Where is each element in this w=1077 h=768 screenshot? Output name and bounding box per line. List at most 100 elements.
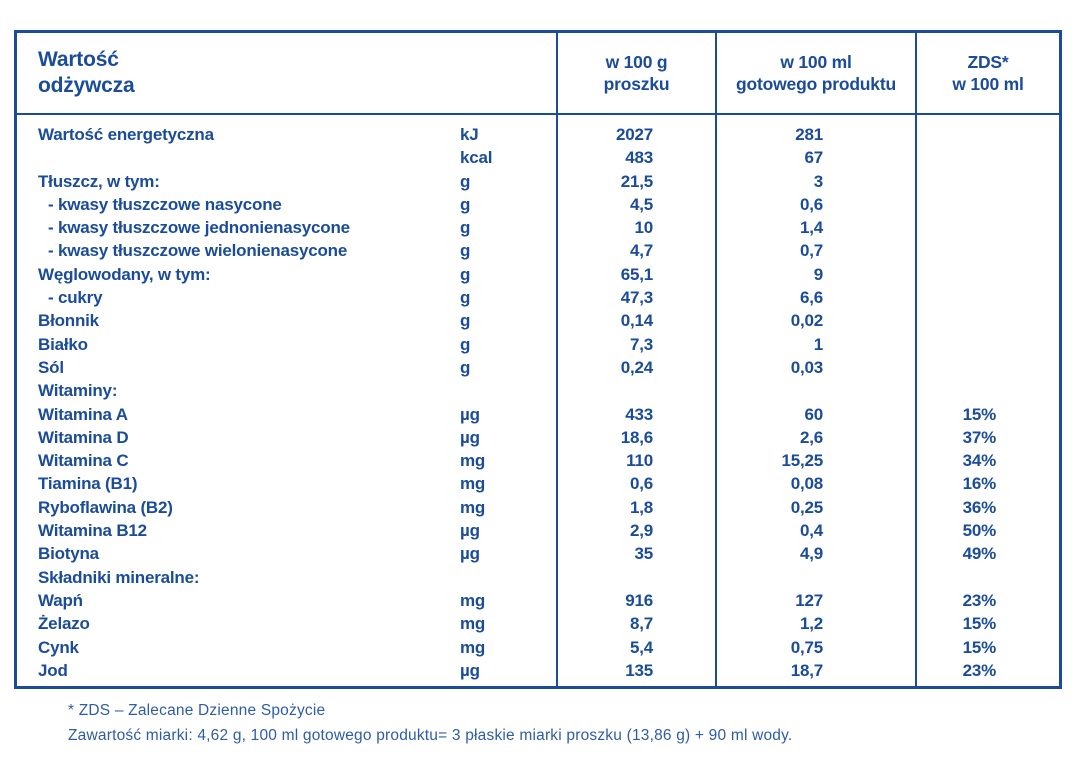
- nutrient-name: Jod: [38, 660, 68, 680]
- value-zds: 16%: [962, 474, 997, 494]
- nutrient-unit: µg: [460, 660, 480, 680]
- value-per-100ml: 1: [813, 334, 823, 354]
- nutrient-unit: g: [460, 357, 471, 377]
- value-per-100g: 0,24: [620, 357, 653, 377]
- value-zds: 23%: [962, 660, 997, 680]
- column-divider-3: [915, 33, 917, 686]
- table-row: Ryboflawina (B2) mg 1,8 0,25 36%: [17, 496, 1059, 519]
- value-per-100ml: 1,2: [799, 614, 823, 634]
- nutrient-name: Witamina D: [38, 427, 129, 447]
- value-per-100g: 483: [625, 148, 653, 168]
- nutrient-name: Węglowodany, w tym:: [38, 264, 211, 284]
- value-per-100g: 0,6: [629, 474, 653, 494]
- value-per-100g: 4,5: [629, 194, 653, 214]
- nutrient-unit: kJ: [460, 125, 479, 144]
- value-zds: 15%: [962, 637, 997, 657]
- value-per-100g: 10: [634, 218, 653, 238]
- table-row: Składniki mineralne:: [17, 566, 1059, 589]
- value-zds: 34%: [962, 451, 997, 471]
- value-per-100ml: 0,03: [790, 357, 823, 377]
- value-zds: [915, 286, 1059, 309]
- value-per-100g: 110: [626, 451, 653, 471]
- nutrient-name: Ryboflawina (B2): [38, 497, 173, 517]
- nutrient-unit: mg: [460, 451, 486, 471]
- value-zds: [915, 379, 1059, 402]
- value-per-100ml: 0,7: [799, 241, 823, 261]
- table-row: Tiamina (B1) mg 0,6 0,08 16%: [17, 472, 1059, 495]
- nutrient-unit: mg: [460, 590, 486, 610]
- value-per-100ml: 60: [804, 404, 823, 424]
- value-per-100g: 1,8: [629, 497, 653, 517]
- value-per-100g: 433: [625, 404, 653, 424]
- nutrient-unit: g: [460, 311, 471, 331]
- nutrient-name: - cukry: [48, 288, 103, 308]
- footnote-zds-definition: * ZDS – Zalecane Dzienne Spożycie: [68, 702, 326, 719]
- table-row: - kwasy tłuszczowe wielonienasycone g 4,…: [17, 239, 1059, 262]
- nutrient-unit: kcal: [460, 148, 493, 168]
- value-zds: 37%: [962, 427, 997, 447]
- nutrient-name: Tiamina (B1): [38, 474, 138, 494]
- nutrient-unit: g: [460, 194, 471, 214]
- table-body: Wartość energetyczna kJ 2027 281 kcal 48…: [17, 115, 1059, 686]
- nutrient-name: Żelazo: [38, 614, 90, 634]
- table-row: - cukry g 47,3 6,6: [17, 286, 1059, 309]
- value-per-100g: 916: [625, 590, 653, 610]
- value-per-100ml: [715, 566, 915, 589]
- value-zds: 50%: [962, 521, 997, 541]
- value-per-100g: [556, 566, 715, 589]
- value-zds: 49%: [962, 544, 997, 564]
- value-per-100ml: 0,02: [790, 311, 823, 331]
- value-per-100ml: 18,7: [790, 660, 823, 680]
- nutrient-name: Witamina C: [38, 451, 129, 471]
- table-row: Tłuszcz, w tym: g 21,5 3: [17, 170, 1059, 193]
- nutrient-unit: g: [460, 218, 471, 238]
- value-per-100g: 5,4: [629, 637, 653, 657]
- table-row: - kwasy tłuszczowe nasycone g 4,5 0,6: [17, 193, 1059, 216]
- value-per-100ml: 0,75: [790, 637, 823, 657]
- value-per-100ml: 281: [795, 125, 823, 144]
- nutrient-name: Błonnik: [38, 311, 99, 331]
- table-row: Witamina D µg 18,6 2,6 37%: [17, 426, 1059, 449]
- footnotes: * ZDS – Zalecane Dzienne Spożycie Zawart…: [68, 699, 792, 748]
- value-per-100ml: 4,9: [799, 544, 823, 564]
- table-row: Biotyna µg 35 4,9 49%: [17, 542, 1059, 565]
- value-per-100ml: 127: [795, 590, 823, 610]
- value-per-100ml: 2,6: [799, 427, 823, 447]
- header-zds: ZDS* w 100 ml: [952, 52, 1024, 94]
- nutrient-unit: µg: [460, 521, 480, 541]
- value-per-100ml: [715, 379, 915, 402]
- nutrient-name: Białko: [38, 334, 88, 354]
- column-divider-1: [556, 33, 558, 686]
- table-row: Witamina A µg 433 60 15%: [17, 403, 1059, 426]
- header-per-100ml: w 100 ml gotowego produktu: [736, 52, 896, 94]
- nutrient-unit: g: [460, 241, 471, 261]
- table-row: Węglowodany, w tym: g 65,1 9: [17, 263, 1059, 286]
- value-zds: [915, 146, 1059, 169]
- nutrient-name: Tłuszcz, w tym:: [38, 171, 160, 191]
- nutrient-unit: mg: [460, 497, 486, 517]
- nutrient-unit: mg: [460, 474, 486, 494]
- value-zds: [915, 216, 1059, 239]
- nutrient-name: - kwasy tłuszczowe nasycone: [48, 194, 282, 214]
- nutrient-unit: µg: [460, 544, 480, 564]
- nutrient-unit: g: [460, 264, 471, 284]
- value-zds: 23%: [962, 590, 997, 610]
- value-zds: [915, 263, 1059, 286]
- value-per-100ml: 1,4: [799, 218, 823, 238]
- value-zds: [915, 566, 1059, 589]
- value-per-100ml: 0,4: [799, 521, 823, 541]
- value-zds: 15%: [962, 404, 997, 424]
- value-zds: [915, 333, 1059, 356]
- table-row: - kwasy tłuszczowe jednonienasycone g 10…: [17, 216, 1059, 239]
- nutrient-unit: mg: [460, 637, 486, 657]
- value-zds: [915, 239, 1059, 262]
- nutrient-unit: µg: [460, 404, 480, 424]
- column-divider-2: [715, 33, 717, 686]
- footnote-scoop-info: Zawartość miarki: 4,62 g, 100 ml gotoweg…: [68, 726, 793, 744]
- value-per-100ml: 67: [804, 148, 823, 168]
- value-per-100ml: 9: [813, 264, 823, 284]
- table-row: Witaminy:: [17, 379, 1059, 402]
- value-zds: [915, 123, 1059, 146]
- header-divider: [17, 113, 1059, 115]
- header-per-100g: w 100 g proszku: [603, 52, 670, 94]
